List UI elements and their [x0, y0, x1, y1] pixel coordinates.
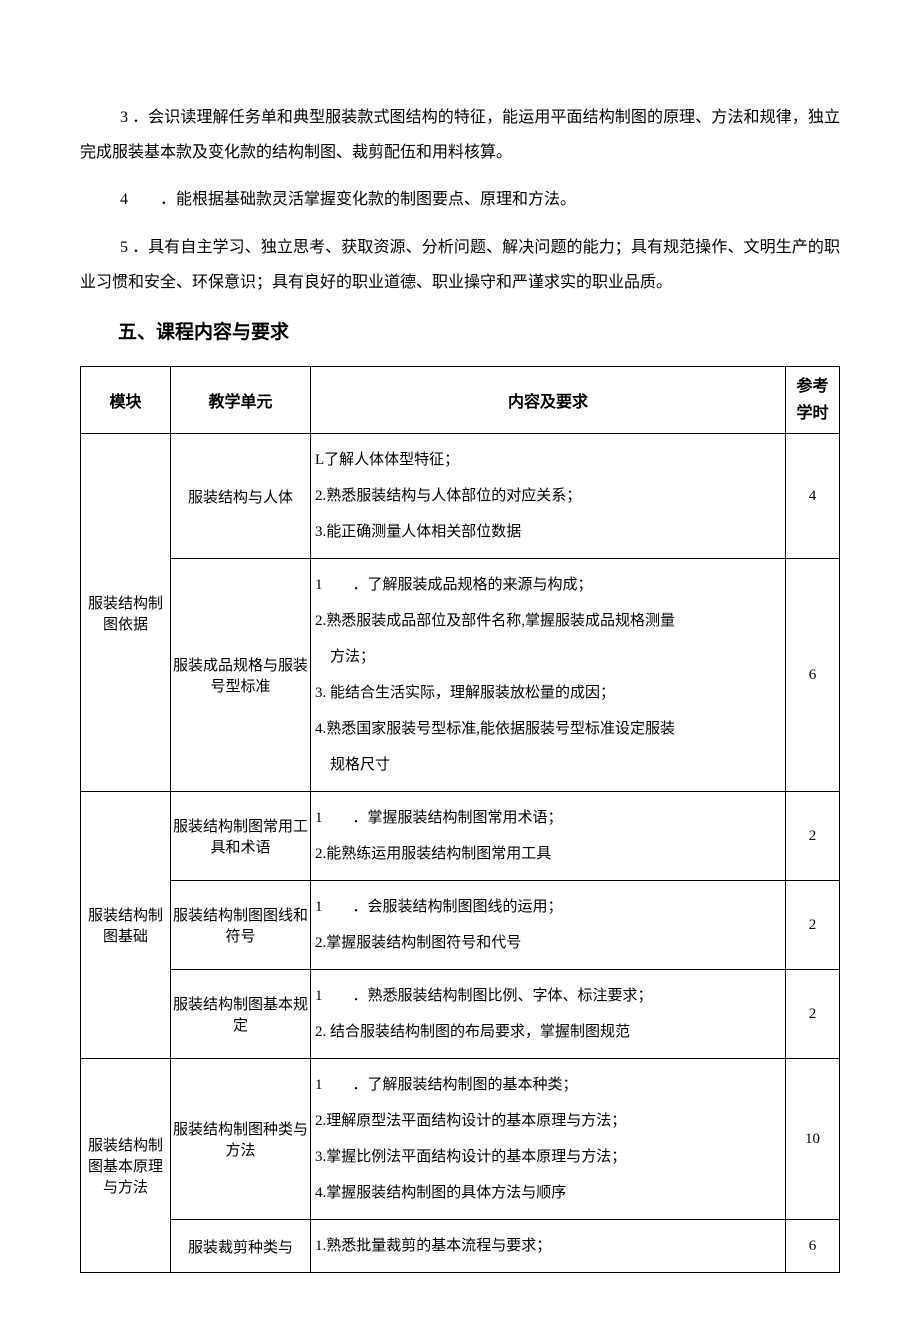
- cell-unit: 服装结构制图常用工具和术语: [171, 792, 311, 881]
- content-line: 3.掌握比例法平面结构设计的基本原理与方法；: [315, 1139, 781, 1175]
- content-line: 4.熟悉国家服装号型标准,能依据服装号型标准设定服装: [315, 711, 781, 747]
- paragraph-4: 4 ．能根据基础款灵活掌握变化款的制图要点、原理和方法。: [80, 182, 840, 217]
- content-line: 2.理解原型法平面结构设计的基本原理与方法；: [315, 1103, 781, 1139]
- table-row: 服装裁剪种类与1.熟悉批量裁剪的基本流程与要求；6: [81, 1220, 840, 1273]
- content-line: 1.熟悉批量裁剪的基本流程与要求；: [315, 1228, 781, 1264]
- cell-unit: 服装结构与人体: [171, 434, 311, 559]
- cell-module: 服装结构制图基本原理与方法: [81, 1059, 171, 1273]
- cell-hours: 4: [786, 434, 840, 559]
- th-content: 内容及要求: [311, 366, 786, 433]
- content-line: 2.熟悉服装成品部位及部件名称,掌握服装成品规格测量: [315, 603, 781, 639]
- content-line: 1 ．了解服装结构制图的基本种类；: [315, 1067, 781, 1103]
- th-hours: 参考 学时: [786, 366, 840, 433]
- table-row: 服装成品规格与服装号型标准1 ．了解服装成品规格的来源与构成；2.熟悉服装成品部…: [81, 559, 840, 792]
- table-row: 服装结构制图依据服装结构与人体L了解人体体型特征；2.熟悉服装结构与人体部位的对…: [81, 434, 840, 559]
- table-row: 服装结构制图基础服装结构制图常用工具和术语1 ．掌握服装结构制图常用术语；2.能…: [81, 792, 840, 881]
- cell-content: 1.熟悉批量裁剪的基本流程与要求；: [311, 1220, 786, 1273]
- cell-content: 1 ．熟悉服装结构制图比例、字体、标注要求；2. 结合服装结构制图的布局要求，掌…: [311, 970, 786, 1059]
- content-line: 方法；: [315, 639, 781, 675]
- table-header-row: 模块 教学单元 内容及要求 参考 学时: [81, 366, 840, 433]
- content-line: 规格尺寸: [315, 747, 781, 783]
- cell-unit: 服装结构制图图线和符号: [171, 881, 311, 970]
- th-hours-line2: 学时: [796, 405, 828, 422]
- content-line: 3. 能结合生活实际，理解服装放松量的成因；: [315, 675, 781, 711]
- cell-hours: 2: [786, 970, 840, 1059]
- content-line: 2. 结合服装结构制图的布局要求，掌握制图规范: [315, 1014, 781, 1050]
- paragraph-5: 5 ．具有自主学习、独立思考、获取资源、分析问题、解决问题的能力；具有规范操作、…: [80, 230, 840, 300]
- cell-unit: 服装成品规格与服装号型标准: [171, 559, 311, 792]
- content-line: 1 ．掌握服装结构制图常用术语；: [315, 800, 781, 836]
- content-line: 2.熟悉服装结构与人体部位的对应关系；: [315, 478, 781, 514]
- content-line: L了解人体体型特征；: [315, 442, 781, 478]
- cell-content: L了解人体体型特征；2.熟悉服装结构与人体部位的对应关系；3.能正确测量人体相关…: [311, 434, 786, 559]
- cell-content: 1 ．了解服装结构制图的基本种类；2.理解原型法平面结构设计的基本原理与方法；3…: [311, 1059, 786, 1220]
- section-heading-5: 五、课程内容与要求: [80, 314, 840, 352]
- table-row: 服装结构制图图线和符号1 ．会服装结构制图图线的运用；2.掌握服装结构制图符号和…: [81, 881, 840, 970]
- cell-content: 1 ．了解服装成品规格的来源与构成；2.熟悉服装成品部位及部件名称,掌握服装成品…: [311, 559, 786, 792]
- cell-hours: 6: [786, 559, 840, 792]
- table-body: 服装结构制图依据服装结构与人体L了解人体体型特征；2.熟悉服装结构与人体部位的对…: [81, 434, 840, 1273]
- th-module: 模块: [81, 366, 171, 433]
- cell-unit: 服装结构制图基本规定: [171, 970, 311, 1059]
- table-row: 服装结构制图基本原理与方法服装结构制图种类与方法1 ．了解服装结构制图的基本种类…: [81, 1059, 840, 1220]
- cell-module: 服装结构制图基础: [81, 792, 171, 1059]
- cell-unit: 服装结构制图种类与方法: [171, 1059, 311, 1220]
- cell-hours: 2: [786, 792, 840, 881]
- th-hours-line1: 参考: [796, 378, 828, 395]
- course-content-table: 模块 教学单元 内容及要求 参考 学时 服装结构制图依据服装结构与人体L了解人体…: [80, 366, 840, 1273]
- cell-unit: 服装裁剪种类与: [171, 1220, 311, 1273]
- paragraph-3: 3 ．会识读理解任务单和典型服装款式图结构的特征，能运用平面结构制图的原理、方法…: [80, 100, 840, 170]
- th-unit: 教学单元: [171, 366, 311, 433]
- table-row: 服装结构制图基本规定1 ．熟悉服装结构制图比例、字体、标注要求；2. 结合服装结…: [81, 970, 840, 1059]
- cell-module: 服装结构制图依据: [81, 434, 171, 792]
- content-line: 2.掌握服装结构制图符号和代号: [315, 925, 781, 961]
- content-line: 2.能熟练运用服装结构制图常用工具: [315, 836, 781, 872]
- content-line: 1 ．熟悉服装结构制图比例、字体、标注要求；: [315, 978, 781, 1014]
- cell-hours: 10: [786, 1059, 840, 1220]
- content-line: 1 ．会服装结构制图图线的运用；: [315, 889, 781, 925]
- content-line: 3.能正确测量人体相关部位数据: [315, 514, 781, 550]
- content-line: 4.掌握服装结构制图的具体方法与顺序: [315, 1175, 781, 1211]
- cell-content: 1 ．会服装结构制图图线的运用；2.掌握服装结构制图符号和代号: [311, 881, 786, 970]
- content-line: 1 ．了解服装成品规格的来源与构成；: [315, 567, 781, 603]
- cell-hours: 6: [786, 1220, 840, 1273]
- cell-hours: 2: [786, 881, 840, 970]
- cell-content: 1 ．掌握服装结构制图常用术语；2.能熟练运用服装结构制图常用工具: [311, 792, 786, 881]
